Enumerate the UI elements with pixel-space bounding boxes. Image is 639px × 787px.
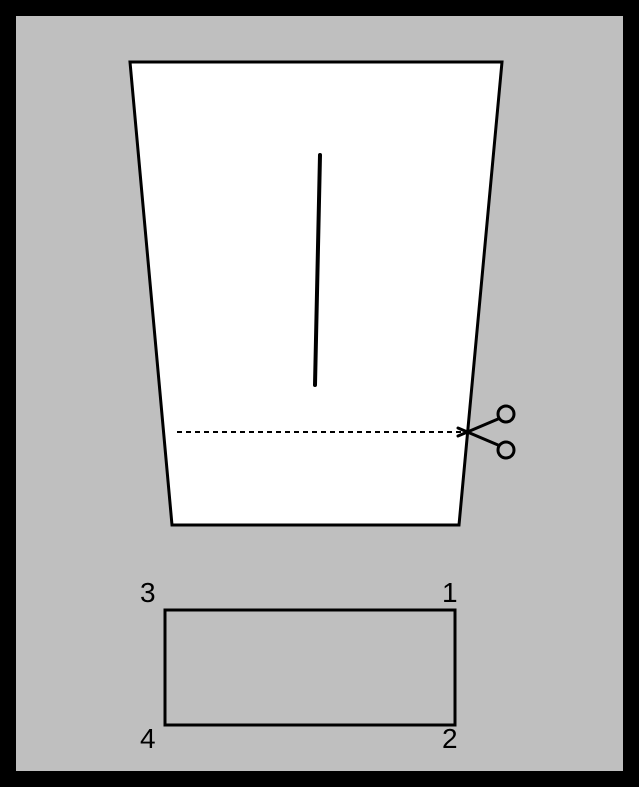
- corner-label-1: 1: [442, 577, 458, 608]
- corner-label-4: 4: [140, 723, 156, 754]
- outer-frame: 1 2 3 4: [0, 0, 639, 787]
- corner-label-3: 3: [140, 577, 156, 608]
- diagram: 1 2 3 4: [0, 0, 639, 787]
- corner-label-2: 2: [442, 723, 458, 754]
